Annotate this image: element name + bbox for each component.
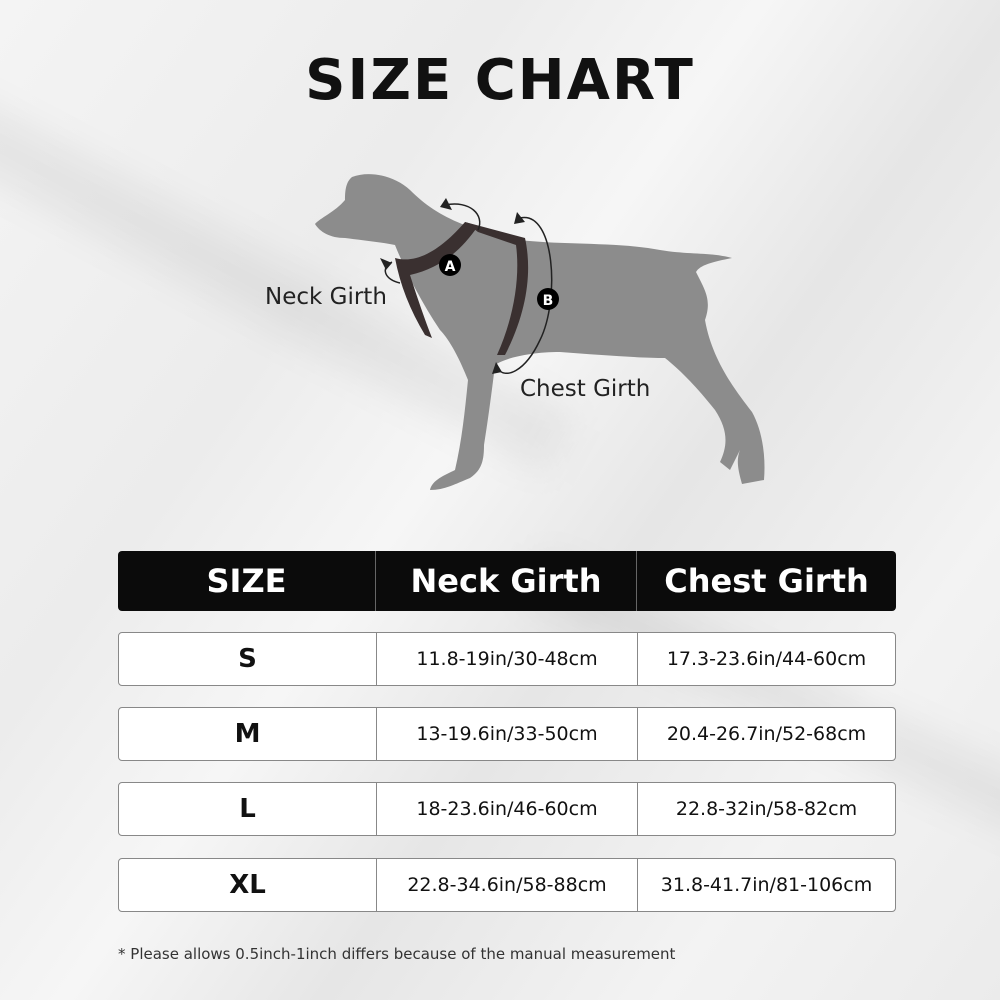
header-size: SIZE [118, 551, 376, 611]
table-row: S 11.8-19in/30-48cm 17.3-23.6in/44-60cm [118, 632, 896, 686]
table-row: M 13-19.6in/33-50cm 20.4-26.7in/52-68cm [118, 707, 896, 761]
dog-silhouette [315, 174, 765, 491]
chest-cell: 31.8-41.7in/81-106cm [660, 874, 873, 896]
header-chest: Chest Girth [664, 562, 869, 600]
marker-b [537, 288, 559, 310]
arrow-heads [380, 198, 525, 374]
neck-cell: 22.8-34.6in/58-88cm [377, 859, 638, 911]
size-cell: M [119, 708, 377, 760]
marker-a-label: A [445, 259, 456, 275]
table-row: L 18-23.6in/46-60cm 22.8-32in/58-82cm [118, 782, 896, 836]
measurement-note: * Please allows 0.5inch-1inch differs be… [118, 945, 676, 963]
table-header: SIZE Neck Girth Chest Girth [118, 551, 896, 611]
marker-b-label: B [543, 293, 554, 309]
neck-cell: 13-19.6in/33-50cm [377, 708, 638, 760]
chest-cell: 20.4-26.7in/52-68cm [666, 723, 867, 745]
neck-girth-label: Neck Girth [265, 284, 387, 310]
table-row: XL 22.8-34.6in/58-88cm 31.8-41.7in/81-10… [118, 858, 896, 912]
harness-chest-strap [465, 222, 529, 355]
chest-cell: 22.8-32in/58-82cm [675, 798, 858, 820]
harness-neck-strap [395, 222, 478, 338]
size-cell: L [119, 783, 377, 835]
size-cell: XL [119, 859, 377, 911]
marker-a [439, 254, 461, 276]
page-title: SIZE CHART [305, 48, 695, 113]
header-neck: Neck Girth [376, 551, 637, 611]
neck-cell: 18-23.6in/46-60cm [377, 783, 638, 835]
neck-cell: 11.8-19in/30-48cm [377, 633, 638, 685]
chest-cell: 17.3-23.6in/44-60cm [666, 648, 867, 670]
size-cell: S [119, 633, 377, 685]
chest-girth-label: Chest Girth [520, 376, 651, 402]
